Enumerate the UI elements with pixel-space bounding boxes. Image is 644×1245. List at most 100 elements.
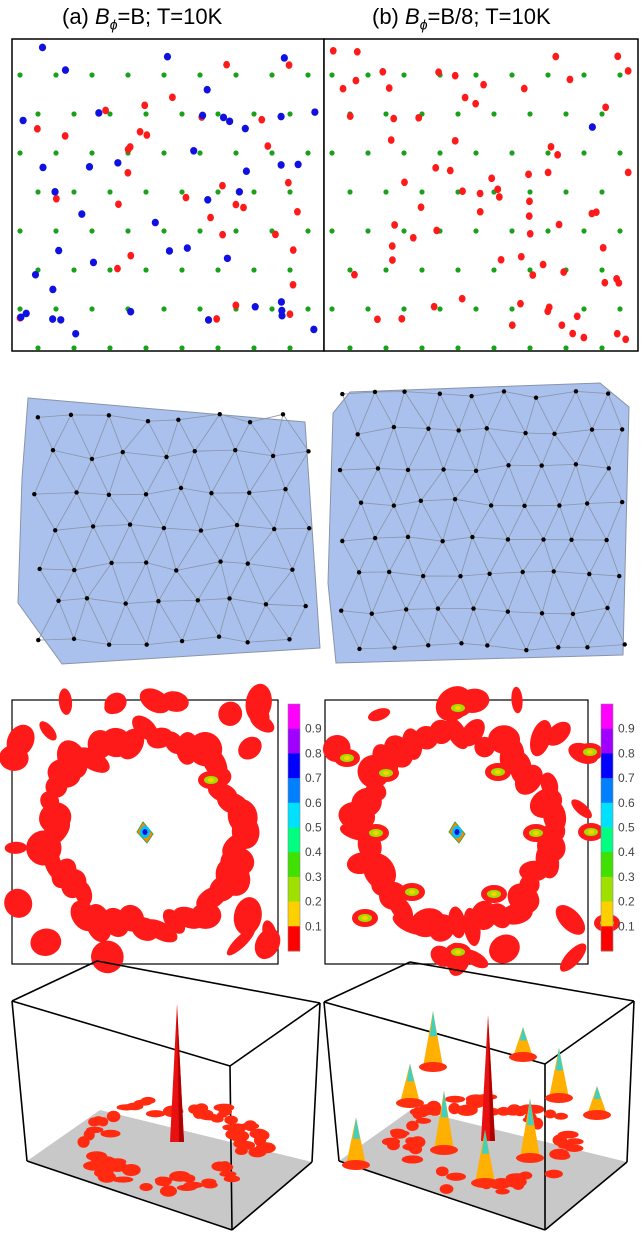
vortex-pinned: [346, 112, 354, 120]
vortex-node: [356, 570, 362, 575]
triangulation-edge: [197, 561, 221, 601]
pinning-site: [473, 72, 479, 78]
triangulation-edge: [553, 539, 572, 572]
triangulation-edge: [377, 468, 409, 471]
triangulation-edge: [458, 427, 487, 431]
vortex-pinned: [329, 46, 337, 55]
pinning-site: [35, 189, 41, 195]
triangulation-edge: [211, 492, 238, 526]
satellite-peak-top: [594, 1086, 601, 1100]
vortex-node: [585, 645, 590, 650]
surface-blob: [223, 1175, 241, 1183]
triangulation-edge: [197, 600, 220, 637]
triangulation-edge: [394, 644, 429, 649]
surface-blob: [381, 1137, 401, 1146]
triangulation-edge: [587, 644, 625, 648]
vortex-pinned: [390, 114, 398, 123]
triangulation-edge: [591, 393, 609, 430]
triangulation-edge: [407, 536, 443, 542]
pinning-site: [197, 72, 203, 78]
surface-blob: [444, 1095, 466, 1103]
surface-blob: [116, 1104, 136, 1111]
pinning-site: [347, 345, 353, 351]
box-edge: [323, 1001, 340, 1162]
vortex-node: [392, 645, 397, 650]
pinning-site: [161, 228, 167, 234]
triangulation-edge: [122, 420, 149, 453]
triangulation-edge: [285, 451, 309, 490]
vortex-interstitial: [278, 311, 286, 320]
pinning-site: [53, 72, 59, 78]
triangulation-edge: [74, 562, 112, 571]
vortex-node: [405, 534, 411, 540]
vortex-node: [405, 467, 411, 473]
pinning-site: [107, 345, 113, 351]
colorbar-segment: [601, 827, 613, 853]
triangulation-edge: [289, 605, 307, 640]
triangulation-edge: [147, 421, 167, 458]
vortex-node: [456, 428, 461, 433]
triangulation-edge: [248, 492, 275, 530]
colorbar-frame: [600, 703, 614, 952]
vortex-node: [605, 605, 610, 611]
surface-blob: [106, 1110, 121, 1123]
vortex-node: [584, 501, 590, 506]
surface-blob: [145, 1110, 166, 1118]
triangulation-edge: [55, 525, 94, 531]
pinning-site: [143, 345, 149, 351]
triangulation-edge: [461, 642, 488, 646]
triangulation-edge: [588, 539, 607, 575]
box-edge: [323, 961, 411, 1003]
triangulation-edge: [554, 433, 577, 465]
vortex-node: [402, 389, 407, 394]
vortex-node: [471, 606, 476, 611]
pinning-site: [305, 72, 311, 78]
bragg-peak-top: [362, 916, 368, 920]
vortex-node: [37, 566, 42, 572]
pinning-site: [143, 111, 149, 117]
surface-blob: [198, 1109, 214, 1120]
vortex-node: [372, 535, 378, 541]
triangulation-edge: [541, 571, 555, 614]
triangulation-edge: [393, 426, 429, 430]
vortex-pinned: [520, 84, 528, 93]
vortex-pinned: [115, 200, 122, 209]
pinning-site: [527, 267, 533, 273]
triangulation-edge: [508, 432, 526, 466]
bragg-peak-top: [344, 756, 350, 760]
pinning-site: [599, 111, 605, 117]
pinning-site: [305, 150, 311, 156]
triangulation-edge: [388, 536, 409, 573]
triangulation-edge: [194, 413, 221, 452]
surface-blob: [446, 1172, 466, 1181]
colorbar-segment: [601, 901, 613, 927]
colorbar-tick-label: 0.7: [618, 771, 635, 785]
pinning-site: [71, 111, 77, 117]
triangulation-edge: [220, 561, 248, 565]
triangulation-edge: [219, 414, 236, 451]
triangulation-edge: [460, 573, 490, 577]
satellite-peak-base: [396, 1098, 424, 1108]
vortex-pinned: [141, 101, 149, 110]
triangulation-edge: [541, 463, 576, 466]
triangulation-edge: [473, 608, 488, 646]
triangulation-edge: [559, 464, 577, 506]
triangulation-edge: [360, 468, 379, 503]
triangulation-edge: [37, 414, 71, 418]
triangulation-edge: [247, 604, 267, 643]
vortex-pinned: [284, 178, 292, 187]
vortex-interstitial: [127, 307, 135, 316]
surface-blob: [496, 1106, 511, 1116]
triangulation-edge: [178, 413, 220, 421]
pinning-site: [419, 267, 425, 273]
triangulation-edge: [407, 469, 422, 502]
triangulation-edge: [371, 571, 390, 614]
triangulation-edge: [237, 524, 275, 530]
vortex-pinned: [114, 264, 121, 273]
colorbar-tick-label: 0.6: [305, 796, 322, 810]
vortex-pinned: [555, 220, 563, 229]
vortex-node: [604, 537, 609, 543]
surface-blob: [240, 1122, 260, 1130]
triangulation-b-hull: [327, 382, 630, 664]
triangulation-edge: [273, 489, 286, 530]
